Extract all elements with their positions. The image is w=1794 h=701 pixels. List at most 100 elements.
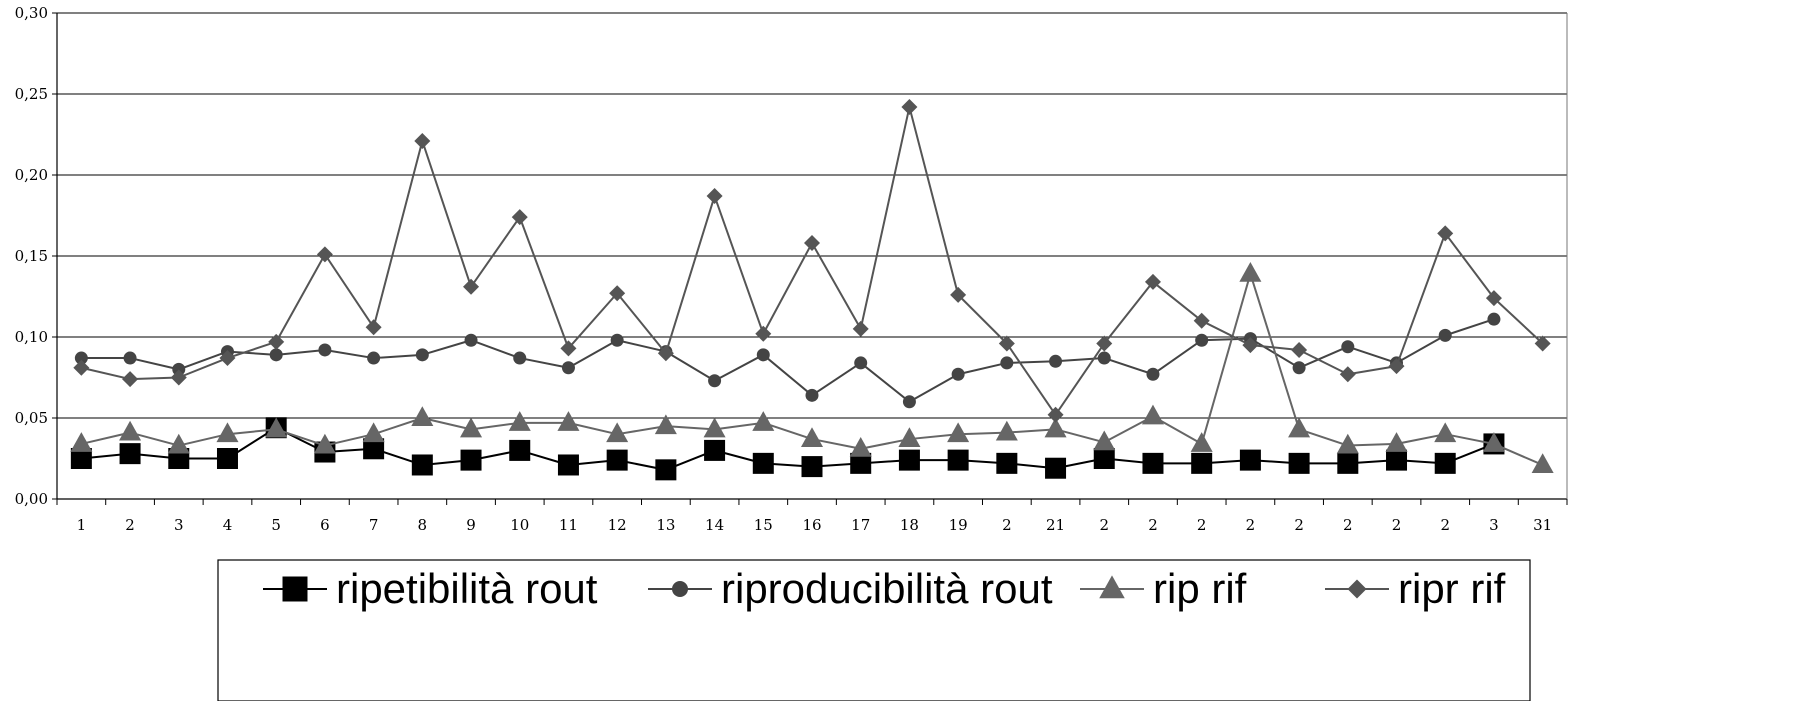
data-point — [703, 417, 726, 438]
legend-box — [217, 559, 1531, 701]
data-point — [1141, 404, 1164, 425]
data-point — [1531, 453, 1554, 473]
series-2 — [74, 312, 1501, 409]
legend-entry: rip rif — [1080, 565, 1247, 612]
data-point — [849, 437, 872, 457]
data-point — [460, 449, 482, 471]
data-point — [1487, 312, 1501, 326]
x-tick-label: 2 — [1294, 516, 1304, 534]
series-line — [81, 318, 1495, 403]
data-point — [1190, 432, 1213, 452]
x-tick-label: 2 — [1246, 516, 1256, 534]
legend-label: ripr rif — [1398, 565, 1506, 612]
data-point — [1049, 354, 1063, 368]
x-tick-label: 9 — [466, 516, 476, 534]
x-tick-label: 16 — [802, 516, 821, 534]
x-axis-tick-labels: 1 2 3 4 5 6 7 8 9 10 11 12 13 14 15 16 17 18 19 2 21 2 2 2 2 2 2 2 2… — [77, 516, 1553, 534]
x-tick-label: 21 — [1046, 516, 1065, 534]
data-point — [414, 132, 431, 149]
y-tick-label: 0,20 — [15, 166, 48, 184]
legend-marker — [1347, 579, 1367, 599]
data-point — [1000, 356, 1014, 370]
data-point — [805, 388, 819, 402]
y-tick-label: 0,30 — [15, 4, 48, 22]
x-tick-label: 2 — [1343, 516, 1353, 534]
data-point — [606, 422, 629, 443]
data-point — [756, 348, 770, 362]
x-tick-label: 5 — [271, 516, 281, 534]
data-point — [123, 351, 137, 365]
x-tick-label: 2 — [1392, 516, 1402, 534]
data-point — [606, 449, 628, 471]
data-point — [216, 448, 238, 469]
series-3 — [70, 262, 1554, 473]
x-tick-label: 18 — [900, 516, 919, 534]
data-point — [365, 319, 382, 336]
data-point — [898, 449, 920, 471]
data-point — [1482, 432, 1505, 452]
data-point — [172, 362, 186, 376]
data-point — [1142, 452, 1164, 474]
data-point — [265, 417, 288, 438]
y-tick-label: 0,25 — [15, 85, 48, 103]
data-point — [1434, 422, 1457, 443]
data-point — [216, 422, 239, 443]
axes — [52, 12, 1568, 505]
data-point — [119, 420, 142, 441]
data-point — [170, 369, 187, 386]
data-point — [852, 320, 869, 337]
series-1 — [70, 417, 1505, 481]
data-point — [561, 361, 575, 375]
data-point — [902, 395, 916, 409]
x-tick-label: 14 — [705, 516, 724, 534]
data-point — [708, 374, 722, 388]
legend-marker — [282, 576, 308, 602]
x-tick-label: 3 — [1489, 516, 1499, 534]
x-tick-label: 31 — [1533, 516, 1552, 534]
x-tick-label: 10 — [510, 516, 529, 534]
data-point — [268, 333, 285, 350]
legend-label: ripetibilità rout — [336, 565, 598, 612]
legend-entry: ripetibilità rout — [263, 565, 598, 612]
data-point — [1045, 457, 1067, 479]
data-point — [1292, 361, 1306, 375]
x-tick-label: 2 — [1440, 516, 1450, 534]
x-tick-label: 8 — [418, 516, 428, 534]
data-point — [1438, 328, 1452, 342]
data-point — [1239, 449, 1261, 471]
data-point — [947, 422, 970, 443]
data-point — [1336, 433, 1359, 454]
data-point — [318, 343, 332, 357]
data-point — [1437, 225, 1454, 242]
data-point — [557, 454, 579, 476]
data-point — [1242, 337, 1259, 354]
data-point — [706, 188, 723, 205]
data-point — [1485, 290, 1502, 307]
data-point — [411, 406, 434, 426]
data-point — [1534, 335, 1551, 352]
data-point — [313, 433, 336, 454]
x-tick-label: 7 — [369, 516, 379, 534]
data-point — [996, 452, 1018, 474]
x-tick-label: 17 — [851, 516, 870, 534]
data-point — [1385, 432, 1408, 452]
data-point — [1195, 333, 1209, 347]
data-point — [1339, 366, 1356, 383]
data-point — [367, 351, 381, 365]
data-point — [73, 359, 90, 376]
series-line — [81, 105, 1544, 416]
data-point — [513, 351, 527, 365]
legend-label: rip rif — [1153, 565, 1247, 612]
data-point — [415, 348, 429, 362]
data-point — [509, 439, 531, 461]
data-point — [463, 278, 480, 295]
data-point — [755, 325, 772, 342]
data-point — [219, 350, 236, 367]
data-point — [1388, 358, 1405, 375]
data-point — [898, 427, 921, 448]
x-tick-label: 4 — [223, 516, 233, 534]
data-point — [1341, 340, 1355, 354]
data-point — [362, 422, 385, 443]
data-point — [1434, 452, 1456, 474]
data-point — [557, 411, 580, 431]
